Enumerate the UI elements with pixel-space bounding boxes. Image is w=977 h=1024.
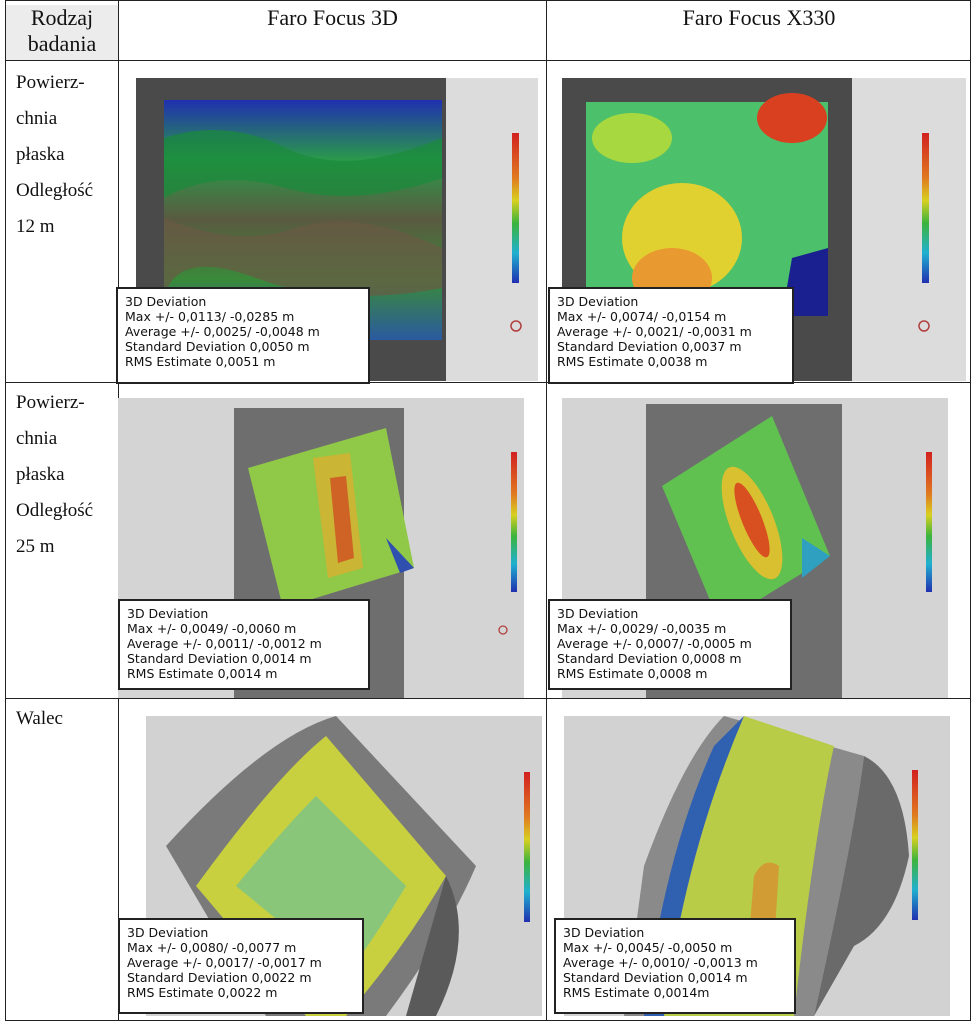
row-label-line: Walec [16,708,63,729]
row-label-flat-25m: Powierz- chnia płaska Odległość 25 m [16,385,93,565]
row-label-line: płaska [16,464,65,485]
stats-std: Standard Deviation 0,0014 m [563,970,748,985]
stats-average: Average +/- 0,0021/ -0,0031 m [557,324,752,339]
header-scanner2: Faro Focus X330 [682,5,836,30]
row-label-line: chnia [16,108,58,129]
header-type-line1: Rodzaj [30,5,94,30]
stats-std: Standard Deviation 0,0008 m [557,651,742,666]
stats-max: Max +/- 0,0045/ -0,0050 m [563,940,733,955]
deviation-stats-box: 3D Deviation Max +/- 0,0029/ -0,0035 m A… [548,599,792,690]
stats-title: 3D Deviation [125,294,207,309]
stats-rms: RMS Estimate 0,0008 m [557,666,708,681]
stats-title: 3D Deviation [557,294,639,309]
row-divider [6,698,970,699]
stats-rms: RMS Estimate 0,0022 m [127,985,278,1000]
deviation-stats-box: 3D Deviation Max +/- 0,0080/ -0,0077 m A… [118,918,364,1014]
stats-max: Max +/- 0,0029/ -0,0035 m [557,621,727,636]
row-label-line: 12 m [16,216,55,237]
row-label-line: Powierz- [16,72,85,93]
stats-title: 3D Deviation [557,606,639,621]
row-label-line: 25 m [16,536,55,557]
column-divider [546,1,547,1020]
stats-std: Standard Deviation 0,0050 m [125,339,310,354]
stats-std: Standard Deviation 0,0037 m [557,339,742,354]
stats-max: Max +/- 0,0049/ -0,0060 m [127,621,297,636]
header-type-line2: badania [27,31,97,56]
stats-rms: RMS Estimate 0,0038 m [557,354,708,369]
row-label-cylinder: Walec [16,701,63,737]
row-label-line: płaska [16,144,65,165]
stats-title: 3D Deviation [127,925,209,940]
deviation-stats-box: 3D Deviation Max +/- 0,0113/ -0,0285 m A… [116,287,370,384]
stats-max: Max +/- 0,0080/ -0,0077 m [127,940,297,955]
stats-max: Max +/- 0,0113/ -0,0285 m [125,309,295,324]
stats-max: Max +/- 0,0074/ -0,0154 m [557,309,727,324]
results-table: Rodzaj badania Faro Focus 3D Faro Focus … [5,0,971,1021]
row-divider [6,60,970,61]
row-label-line: chnia [16,428,58,449]
stats-std: Standard Deviation 0,0022 m [127,970,312,985]
row-divider [6,382,970,383]
row-label-line: Odległość [16,500,94,521]
stats-std: Standard Deviation 0,0014 m [127,651,312,666]
deviation-stats-box: 3D Deviation Max +/- 0,0045/ -0,0050 m A… [554,918,796,1014]
stats-average: Average +/- 0,0017/ -0,0017 m [127,955,322,970]
deviation-stats-box: 3D Deviation Max +/- 0,0074/ -0,0154 m A… [548,287,794,384]
stats-rms: RMS Estimate 0,0051 m [125,354,276,369]
row-label-line: Powierz- [16,392,85,413]
stats-average: Average +/- 0,0011/ -0,0012 m [127,636,322,651]
stats-rms: RMS Estimate 0,0014m [563,985,710,1000]
stats-rms: RMS Estimate 0,0014 m [127,666,278,681]
stats-title: 3D Deviation [127,606,209,621]
stats-average: Average +/- 0,0007/ -0,0005 m [557,636,752,651]
stats-average: Average +/- 0,0010/ -0,0013 m [563,955,758,970]
header-scanner1: Faro Focus 3D [267,5,398,30]
stats-average: Average +/- 0,0025/ -0,0048 m [125,324,320,339]
stats-title: 3D Deviation [563,925,645,940]
header-type: Rodzaj badania [6,5,118,60]
deviation-stats-box: 3D Deviation Max +/- 0,0049/ -0,0060 m A… [118,599,370,690]
row-label-line: Odległość [16,180,94,201]
row-label-flat-12m: Powierz- chnia płaska Odległość 12 m [16,65,93,245]
